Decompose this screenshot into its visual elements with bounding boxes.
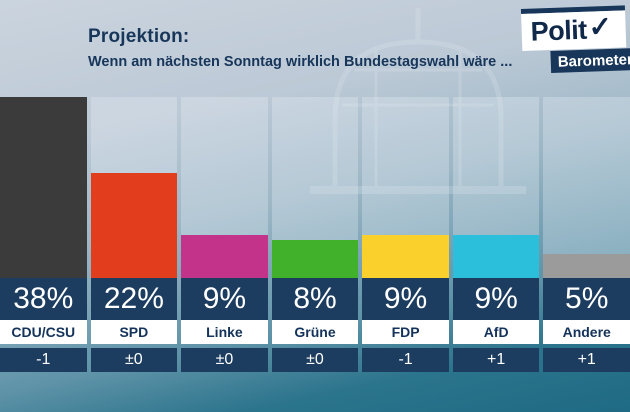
party-label: Grüne [271, 320, 359, 344]
bar [452, 235, 540, 278]
bar-column: 9% Linke ±0 [181, 97, 268, 372]
change-label: -1 [0, 348, 87, 372]
value-label: 38% [0, 278, 87, 320]
chart-header: Projektion: Wenn am nächsten Sonntag wir… [88, 26, 512, 70]
bar [90, 173, 178, 278]
bar-area [362, 97, 449, 278]
bar-column: 9% AfD +1 [452, 97, 540, 372]
bar-area [90, 97, 178, 278]
bar-column: 9% FDP -1 [362, 97, 449, 372]
bar-area [181, 97, 268, 278]
party-label: FDP [362, 320, 449, 344]
party-label: SPD [90, 320, 178, 344]
checkmark-icon: ✓ [588, 10, 613, 43]
logo-word-polit: Polit [530, 14, 588, 47]
party-label: Andere [543, 320, 630, 344]
value-label: 22% [90, 278, 178, 320]
bar-area [452, 97, 540, 278]
party-label: Linke [181, 320, 268, 344]
bar-area [543, 97, 630, 278]
page-subtitle: Wenn am nächsten Sonntag wirklich Bundes… [88, 54, 513, 70]
value-label: 9% [362, 278, 449, 320]
bar-area [271, 97, 359, 278]
change-label: +1 [452, 348, 540, 372]
politbarometer-logo: Polit ✓ Barometer [520, 5, 630, 74]
bar-column: 38% CDU/CSU -1 [0, 97, 87, 372]
change-label: ±0 [181, 348, 268, 372]
bar-area [0, 97, 87, 278]
value-label: 9% [181, 278, 268, 320]
bar [271, 240, 359, 278]
value-label: 8% [271, 278, 359, 320]
bar [543, 254, 630, 278]
value-label: 5% [543, 278, 630, 320]
change-label: ±0 [90, 348, 178, 372]
logo-lower-strip: Barometer [550, 47, 630, 74]
party-label: AfD [452, 320, 540, 344]
bar-column: 8% Grüne ±0 [271, 97, 359, 372]
party-label: CDU/CSU [0, 320, 87, 344]
change-label: +1 [543, 348, 630, 372]
bar [181, 235, 268, 278]
bar [0, 97, 87, 278]
change-label: ±0 [271, 348, 359, 372]
bar-column: 5% Andere +1 [543, 97, 630, 372]
change-label: -1 [362, 348, 449, 372]
logo-upper-box: Polit ✓ [521, 10, 627, 52]
bar [362, 235, 449, 278]
bar-column: 22% SPD ±0 [90, 97, 178, 372]
value-label: 9% [452, 278, 540, 320]
page-title: Projektion: [88, 26, 190, 47]
bar-chart: 38% CDU/CSU -1 22% SPD ±0 9% Linke ±0 8% Grüne ±0 9%… [0, 97, 630, 372]
